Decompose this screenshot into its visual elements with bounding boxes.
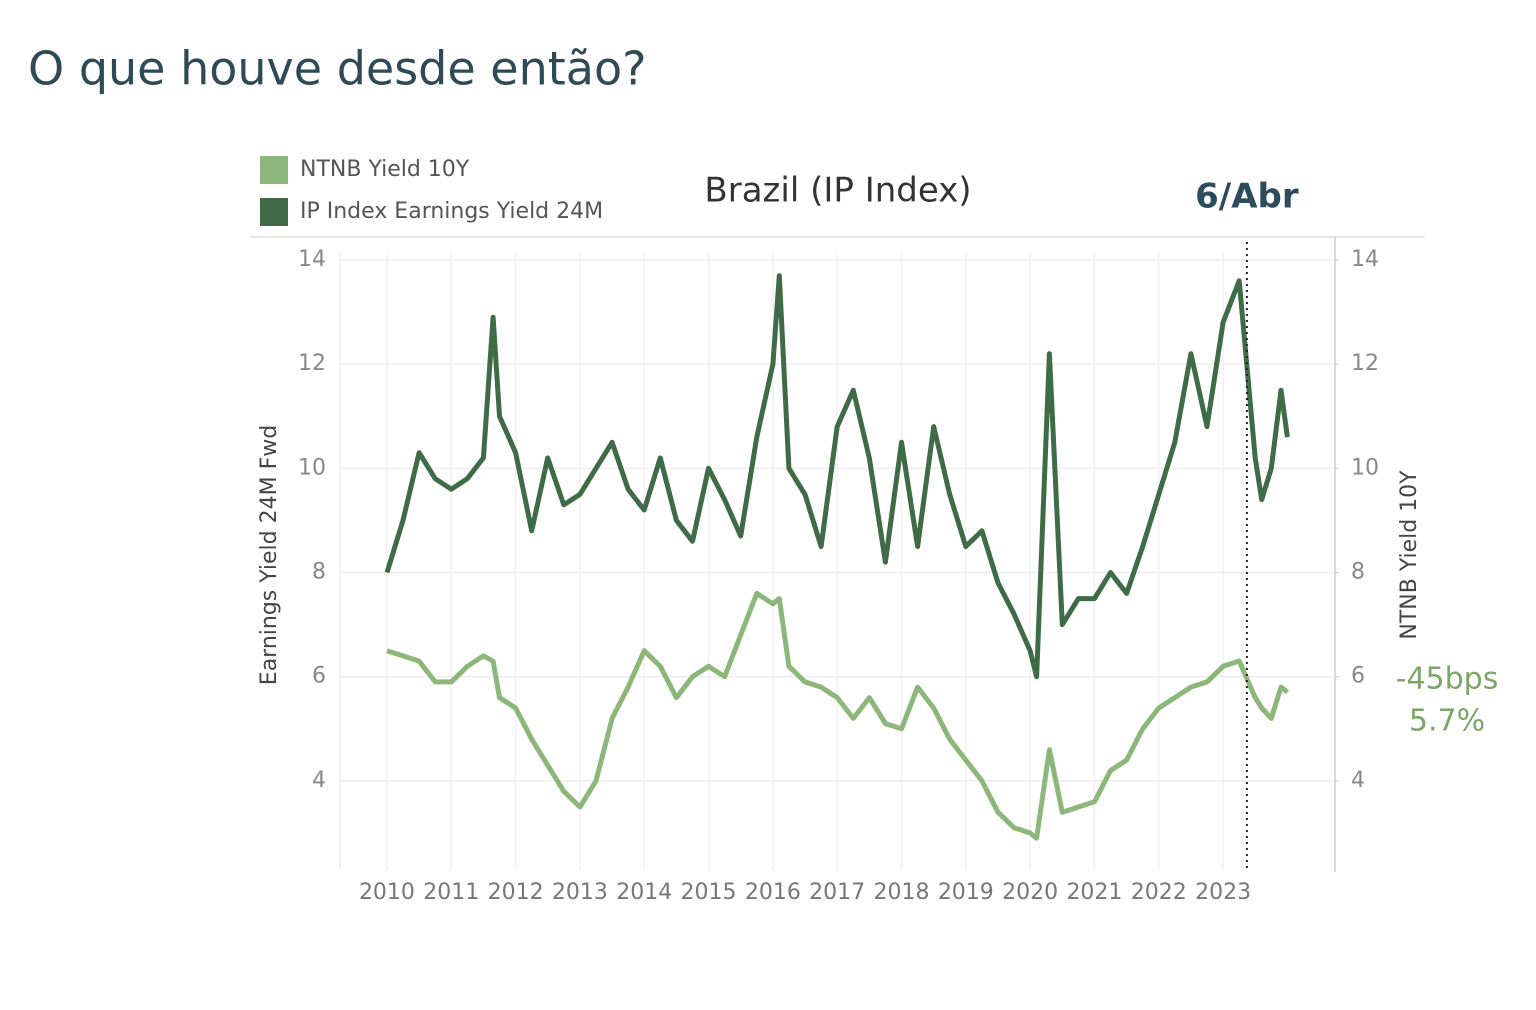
y2-tick-label: 14	[1351, 247, 1379, 272]
y2-tick-label: 4	[1351, 768, 1365, 793]
y-tick-label: 6	[312, 664, 326, 689]
x-tick-label: 2018	[873, 880, 929, 905]
x-tick-label: 2019	[938, 880, 994, 905]
x-tick-label: 2015	[681, 880, 737, 905]
legend-swatch	[260, 156, 288, 184]
x-tick-label: 2010	[359, 880, 415, 905]
y2-tick-label: 6	[1351, 664, 1365, 689]
legend-label: NTNB Yield 10Y	[300, 157, 470, 182]
x-tick-label: 2017	[809, 880, 865, 905]
x-tick-label: 2020	[1002, 880, 1058, 905]
series-line	[386, 590, 1289, 841]
x-tick-label: 2023	[1195, 880, 1251, 905]
y-tick-label: 14	[298, 247, 326, 272]
y-tick-label: 4	[312, 768, 326, 793]
y2-tick-label: 8	[1351, 560, 1365, 585]
y2-tick-label: 10	[1351, 455, 1379, 480]
x-tick-label: 2014	[616, 880, 672, 905]
y-tick-label: 12	[298, 351, 326, 376]
series-line	[384, 273, 1290, 680]
x-tick-label: 2021	[1066, 880, 1122, 905]
slide-title: O que houve desde então?	[28, 42, 647, 96]
y2-axis-label: NTNB Yield 10Y	[1397, 470, 1422, 640]
date-annotation: 6/Abr	[1195, 177, 1299, 217]
y-tick-label: 8	[312, 560, 326, 585]
y2-tick-label: 12	[1351, 351, 1379, 376]
chart-title: Brazil (IP Index)	[704, 171, 971, 211]
x-tick-label: 2011	[423, 880, 479, 905]
legend-label: IP Index Earnings Yield 24M	[300, 199, 603, 224]
change-annotation: -45bps	[1396, 662, 1499, 697]
x-tick-label: 2013	[552, 880, 608, 905]
x-tick-label: 2022	[1131, 880, 1187, 905]
x-tick-label: 2012	[488, 880, 544, 905]
y-tick-label: 10	[298, 455, 326, 480]
y-axis-label: Earnings Yield 24M Fwd	[257, 425, 282, 685]
x-tick-label: 2016	[745, 880, 801, 905]
legend-swatch	[260, 198, 288, 226]
level-annotation: 5.7%	[1409, 704, 1485, 739]
